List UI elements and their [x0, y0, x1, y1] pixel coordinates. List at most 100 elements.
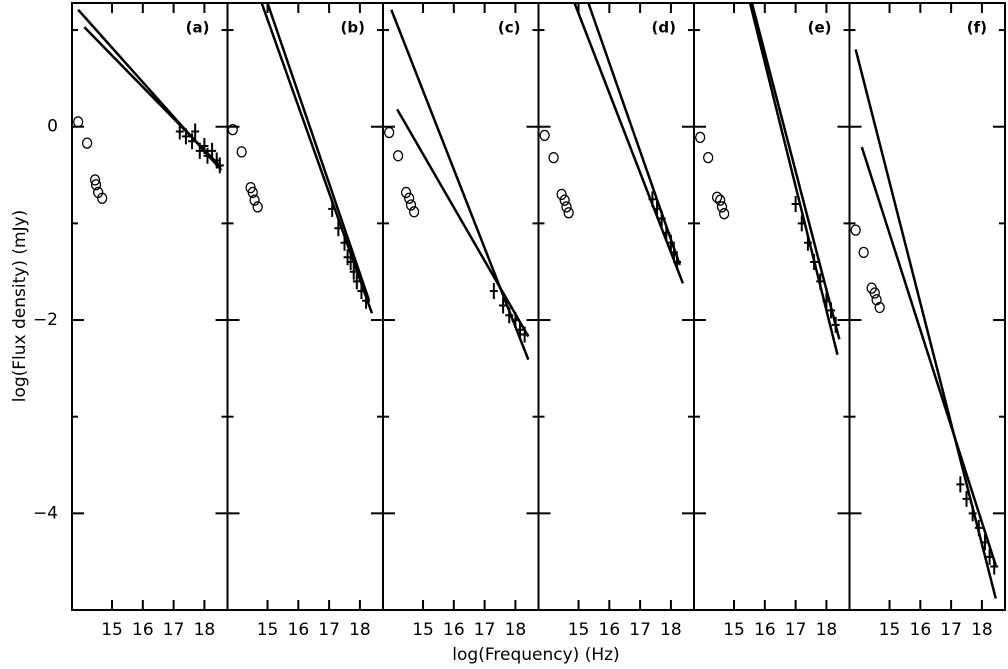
xray-point	[346, 254, 355, 271]
xray-point	[797, 215, 806, 232]
x-tick-label: 18	[816, 620, 838, 640]
xray-point	[985, 548, 994, 565]
x-tick-label: 17	[785, 620, 807, 640]
xray-point	[816, 273, 825, 290]
xray-point	[956, 476, 965, 493]
xray-point	[181, 128, 190, 145]
panel-label: (f)	[967, 19, 987, 37]
optical-point	[716, 201, 728, 213]
xray-point	[200, 138, 209, 155]
x-tick-label: 17	[163, 620, 185, 640]
xray-point	[673, 254, 682, 271]
optical-point	[81, 137, 93, 149]
xray-point	[791, 196, 800, 213]
y-tick-label: 0	[47, 117, 58, 137]
x-tick-label: 15	[723, 620, 745, 640]
xray-point	[203, 147, 212, 164]
x-tick-label: 18	[194, 620, 216, 640]
x-tick-label: 15	[879, 620, 901, 640]
x-tick-label: 18	[505, 620, 527, 640]
xray-point	[662, 225, 671, 242]
xray-point	[499, 297, 508, 314]
xray-point	[648, 191, 657, 208]
x-tick-label: 17	[474, 620, 496, 640]
xray-point	[810, 254, 819, 271]
optical-point	[559, 194, 570, 206]
model-line	[860, 146, 997, 566]
optical-point	[715, 194, 726, 206]
optical-point	[563, 207, 574, 219]
xray-point	[175, 123, 184, 140]
x-tick-label: 18	[971, 620, 993, 640]
optical-point	[548, 151, 559, 164]
xray-point	[653, 200, 662, 217]
optical-point	[858, 246, 869, 259]
optical-point	[711, 191, 723, 203]
optical-point	[869, 287, 880, 299]
x-tick-label: 17	[940, 620, 962, 640]
xray-point	[188, 133, 197, 150]
optical-point	[539, 129, 550, 142]
optical-point	[404, 192, 415, 204]
xray-point	[980, 534, 989, 551]
optical-point	[90, 179, 102, 191]
x-tick-label: 16	[443, 620, 465, 640]
model-line	[854, 49, 997, 599]
optical-point	[97, 192, 108, 204]
optical-point	[874, 301, 885, 314]
xray-point	[669, 244, 678, 261]
panel-label: (a)	[186, 19, 210, 37]
xray-point	[362, 292, 371, 309]
optical-point	[384, 126, 395, 139]
panel-frame	[382, 2, 540, 611]
x-tick-label: 16	[754, 620, 776, 640]
xray-point	[962, 490, 971, 507]
xray-point	[505, 307, 514, 324]
optical-point	[556, 188, 567, 201]
xray-point	[195, 142, 204, 159]
model-line	[396, 108, 530, 338]
panel-frame	[848, 2, 1006, 611]
x-tick-label: 18	[660, 620, 682, 640]
xray-point	[357, 283, 366, 300]
model-line	[587, 2, 682, 266]
xray-point	[822, 292, 831, 309]
y-axis-title: log(Flux density) (mJy)	[10, 210, 30, 403]
xray-point	[516, 321, 525, 338]
xray-point	[803, 234, 812, 251]
panel-frame	[537, 2, 695, 611]
x-tick-label: 15	[568, 620, 590, 640]
model-line	[266, 2, 371, 301]
optical-point	[236, 146, 247, 158]
xray-point	[974, 519, 983, 536]
xray-point	[990, 558, 999, 575]
model-line	[260, 2, 374, 314]
xray-point	[489, 283, 498, 300]
model-line	[83, 26, 223, 169]
model-line	[573, 2, 685, 284]
optical-point	[871, 294, 882, 306]
optical-point	[73, 116, 84, 128]
optical-point	[247, 186, 258, 199]
x-tick-label: 17	[629, 620, 651, 640]
xray-point	[349, 263, 358, 280]
x-tick-label: 16	[132, 620, 154, 640]
optical-point	[405, 199, 417, 211]
y-tick-label: −2	[33, 310, 58, 330]
xray-point	[968, 505, 977, 522]
panel-label: (b)	[341, 19, 365, 37]
xray-point	[191, 123, 200, 140]
x-tick-label: 18	[349, 620, 371, 640]
x-tick-label: 16	[599, 620, 621, 640]
optical-point	[249, 194, 260, 206]
x-tick-label: 15	[257, 620, 279, 640]
optical-point	[695, 131, 706, 144]
optical-point	[392, 150, 404, 162]
optical-point	[719, 208, 730, 220]
optical-point	[408, 206, 420, 218]
model-line	[750, 2, 841, 340]
optical-point	[703, 151, 714, 164]
optical-point	[400, 186, 412, 199]
x-axis-title: log(Frequency) (Hz)	[452, 645, 619, 665]
optical-point	[89, 174, 101, 186]
